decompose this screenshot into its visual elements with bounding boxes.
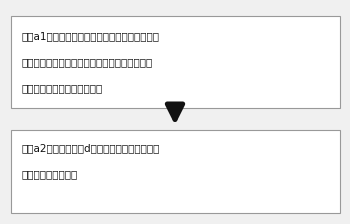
FancyBboxPatch shape (10, 16, 340, 108)
Text: 步骤a1：于一工艺步骤执行完毕后且所述抽样执: 步骤a1：于一工艺步骤执行完毕后且所述抽样执 (21, 31, 159, 41)
Text: 险的晶圆分配所述风险标志；: 险的晶圆分配所述风险标志； (21, 83, 102, 93)
Text: 行前向于所述执行完毕的工艺步骤中可能存在风: 行前向于所述执行完毕的工艺步骤中可能存在风 (21, 57, 152, 67)
Text: 所有所述风险标志。: 所有所述风险标志。 (21, 169, 77, 179)
Text: 步骤a2：于所述步骤d中的在线检测完成后收回: 步骤a2：于所述步骤d中的在线检测完成后收回 (21, 143, 159, 153)
FancyBboxPatch shape (10, 130, 340, 213)
